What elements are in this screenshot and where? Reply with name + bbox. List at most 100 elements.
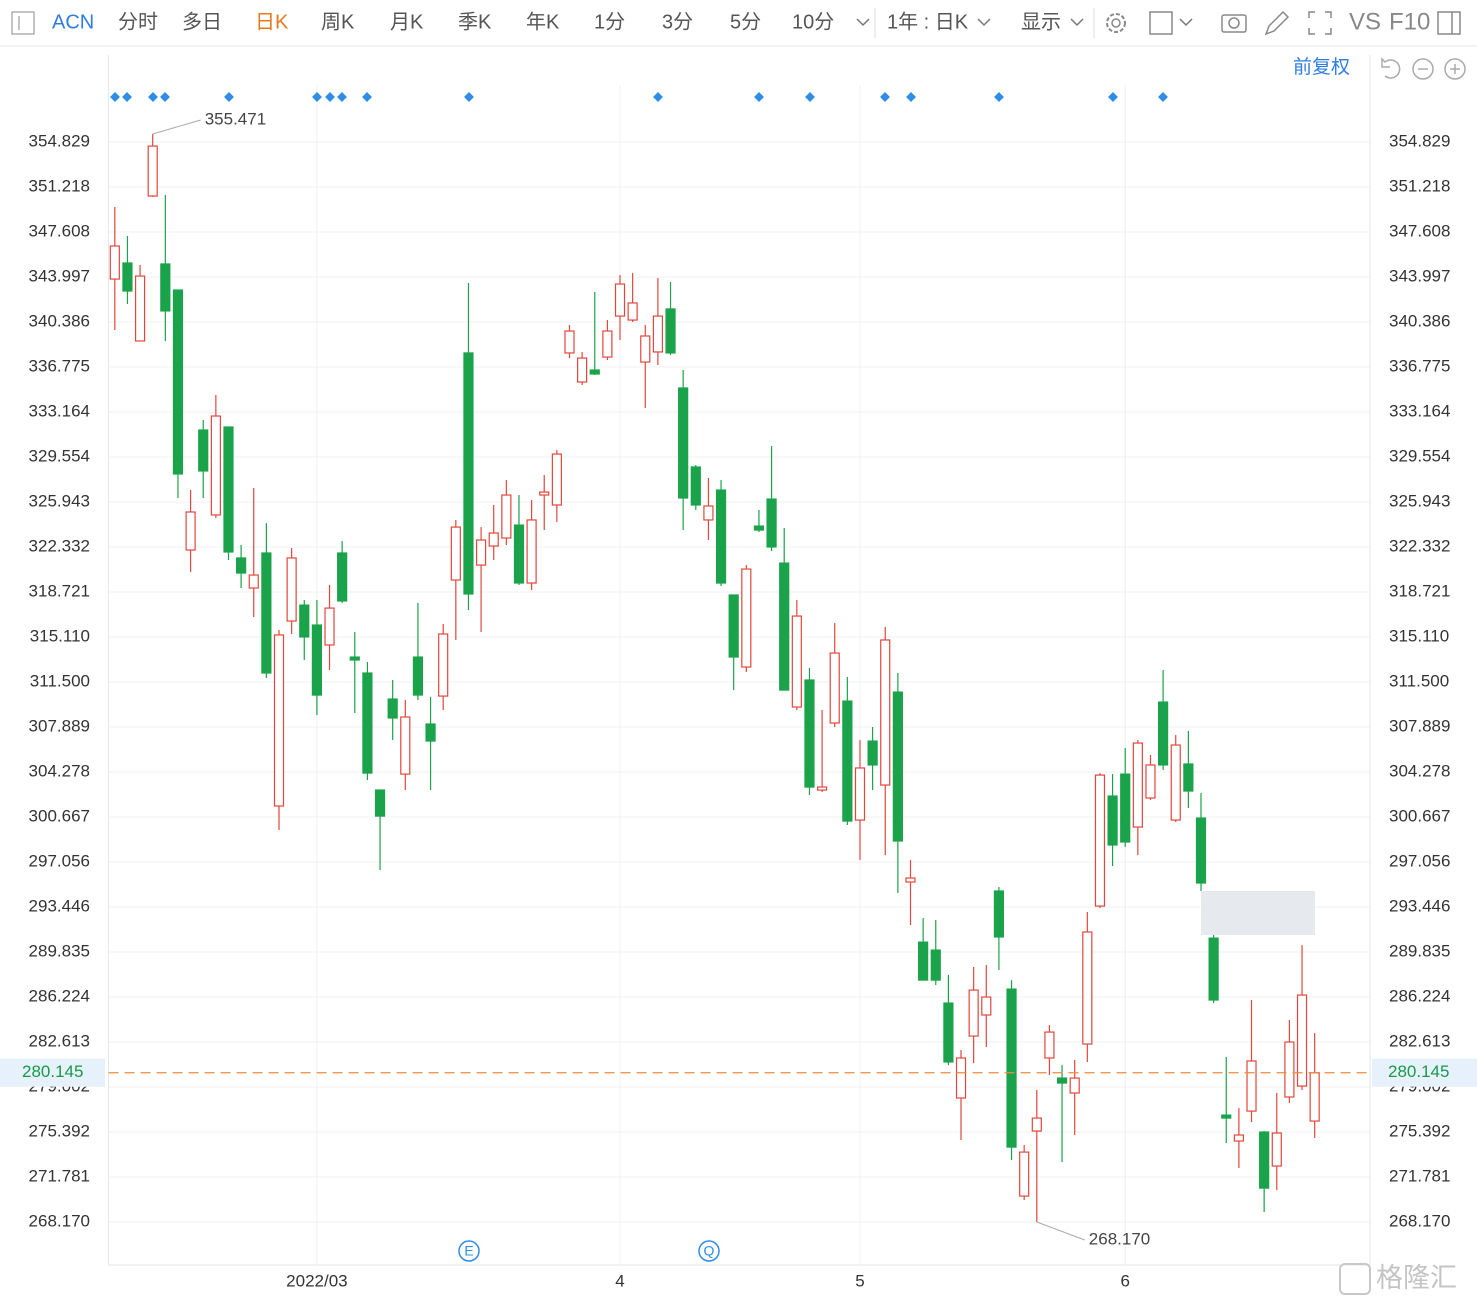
x-tick-label: 6 [1120, 1271, 1129, 1290]
y-tick-label-right: 282.613 [1389, 1031, 1450, 1050]
y-tick-label-right: 351.218 [1389, 176, 1450, 195]
candle-body [1233, 1134, 1244, 1142]
fullscreen-icon[interactable] [1308, 11, 1332, 35]
candle-body [1006, 988, 1017, 1148]
event-dot [122, 92, 132, 102]
y-tick-label-right: 325.943 [1389, 491, 1450, 510]
y-tick-label: 307.889 [29, 716, 90, 735]
zoom-out-icon[interactable] [1412, 58, 1434, 80]
candle-body [450, 526, 461, 581]
adjust-button[interactable]: 前复权 [1293, 56, 1350, 78]
candle-body [387, 698, 398, 719]
y-tick-label: 304.278 [29, 761, 90, 780]
candle-body [816, 786, 828, 791]
y-tick-label-right: 318.721 [1389, 581, 1450, 600]
settings-icon [1111, 18, 1121, 28]
candle-body [728, 594, 739, 658]
candle-body [286, 557, 297, 622]
candle-body [400, 716, 411, 775]
period-tab[interactable]: 年K [526, 10, 560, 33]
candle-body [867, 740, 878, 766]
candle-body [1309, 1072, 1320, 1122]
candle-body [210, 415, 221, 516]
candle-body [349, 656, 360, 661]
pencil-icon[interactable] [1264, 10, 1290, 36]
range-period[interactable]: 1年 : 日K [887, 10, 969, 33]
camera-icon[interactable] [1221, 14, 1247, 33]
y-tick-label: 322.332 [29, 536, 90, 555]
event-dot [805, 92, 815, 102]
checkbox-icon[interactable] [11, 11, 35, 35]
period-tab[interactable]: 3分 [662, 10, 693, 33]
event-marker[interactable] [458, 1240, 480, 1262]
compare-button[interactable]: VS [1349, 8, 1381, 35]
x-tick-label: 2022/03 [286, 1271, 347, 1290]
symbol[interactable]: ACN [52, 11, 94, 33]
shape-icon[interactable] [1149, 11, 1173, 35]
candle-body [134, 275, 146, 342]
candle-body [614, 283, 626, 317]
panel-icon[interactable] [1437, 11, 1461, 35]
display-menu[interactable]: 显示 [1021, 11, 1061, 33]
candle-body [981, 996, 992, 1016]
f10-button[interactable]: F10 [1389, 8, 1430, 35]
undo-icon[interactable] [1381, 57, 1401, 79]
event-marker[interactable] [698, 1240, 720, 1262]
event-dot [1158, 92, 1168, 102]
period-tab[interactable]: 日K [255, 11, 289, 33]
candle-body [337, 552, 348, 602]
candle-body [1056, 1077, 1068, 1084]
y-tick-label: 343.997 [29, 266, 90, 285]
chevron[interactable] [1070, 18, 1084, 27]
candle-body [551, 453, 562, 506]
candle-body [880, 639, 891, 786]
y-tick-label-right: 293.446 [1389, 896, 1450, 915]
candle-body [690, 466, 701, 506]
candle-body [236, 557, 247, 574]
candle-body [741, 568, 752, 668]
period-tab[interactable]: 5分 [730, 10, 761, 33]
last-price-label: 280.145 [22, 1062, 83, 1081]
candle-body [1094, 774, 1106, 907]
watermark: 格隆汇 [1376, 1263, 1457, 1293]
y-tick-label-right: 297.056 [1389, 851, 1450, 870]
candle-body [248, 574, 259, 589]
zoom-in-icon[interactable] [1444, 58, 1466, 80]
candle-body [955, 1057, 967, 1099]
candle-body [1044, 1031, 1055, 1059]
chevron[interactable] [1179, 18, 1193, 27]
event-dot [906, 92, 916, 102]
candle-body [1145, 764, 1156, 799]
candle-body [1082, 931, 1093, 1045]
y-tick-label: 347.608 [29, 221, 90, 240]
candle-body [1221, 1114, 1232, 1119]
y-tick-label-right: 311.500 [1389, 671, 1449, 690]
chevron[interactable] [856, 18, 870, 27]
candle-body [930, 949, 941, 981]
period-tab[interactable]: 周K [321, 11, 355, 33]
candle-body [640, 335, 651, 363]
chevron[interactable] [977, 18, 991, 27]
period-tab[interactable]: 月K [390, 11, 424, 33]
y-tick-label-right: 322.332 [1389, 536, 1450, 555]
event-marker-label: Q [704, 1243, 715, 1259]
event-dot [653, 92, 663, 102]
period-tab[interactable]: 分时 [118, 10, 158, 33]
y-tick-label-right: 275.392 [1389, 1121, 1450, 1140]
y-tick-label-right: 336.775 [1389, 356, 1450, 375]
candle-body [198, 429, 209, 472]
candle-body [526, 519, 537, 584]
candle-body [665, 308, 676, 354]
candle-body [362, 672, 373, 774]
period-tab[interactable]: 1分 [594, 10, 625, 33]
candle-body [968, 989, 979, 1037]
y-tick-label: 311.500 [30, 671, 90, 690]
candle-body [172, 289, 184, 475]
candle-body [1069, 1077, 1080, 1094]
settings-icon[interactable] [1106, 13, 1126, 33]
last-price-badge [0, 1058, 105, 1087]
period-tab[interactable]: 季K [458, 10, 492, 33]
period-tab[interactable]: 多日 [182, 10, 222, 33]
period-tab[interactable]: 10分 [792, 10, 834, 33]
